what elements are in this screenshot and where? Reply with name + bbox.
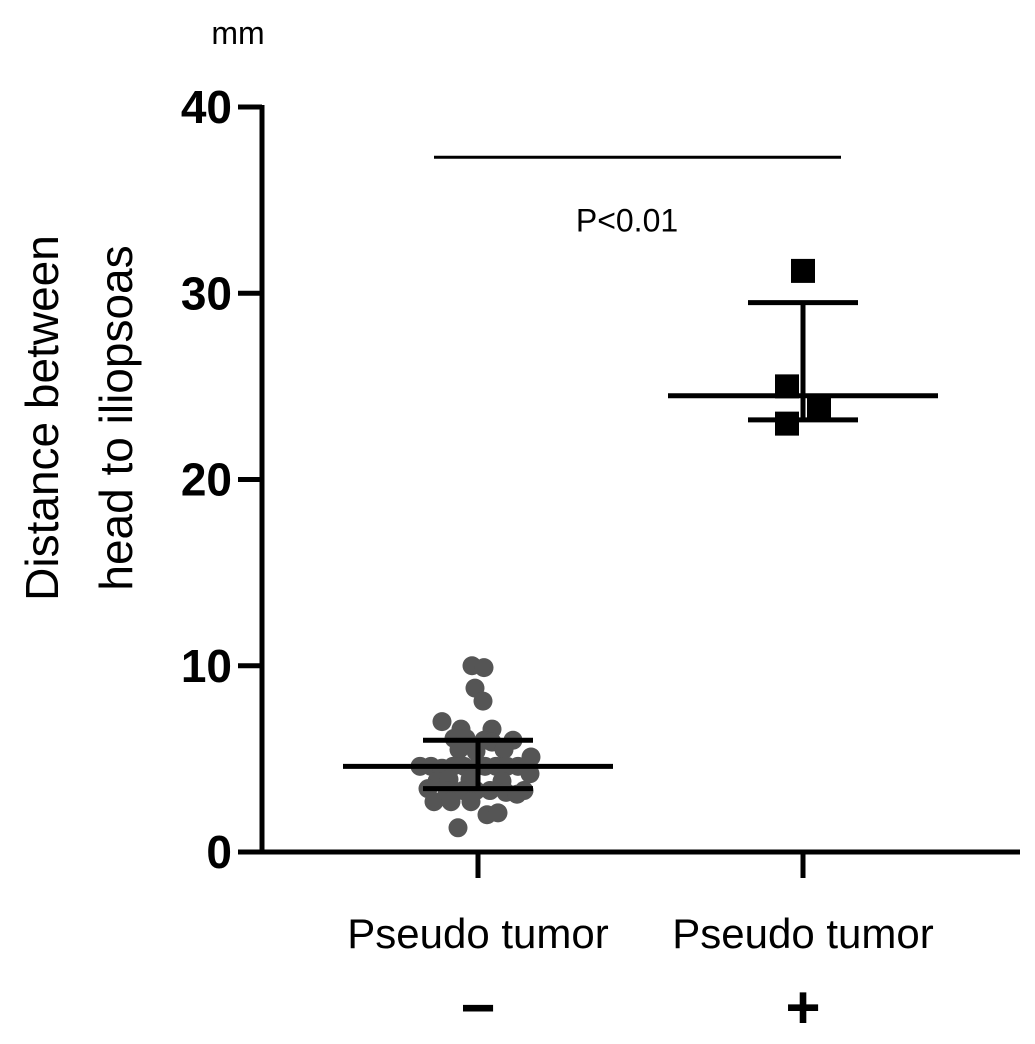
data-point-circle — [432, 712, 452, 732]
y-unit-label: mm — [211, 15, 264, 51]
x-category-sign: + — [785, 974, 820, 1039]
y-axis-title-line-2: head to iliopsoas — [90, 245, 142, 590]
y-tick-label: 10 — [181, 640, 232, 692]
data-marks — [343, 258, 938, 838]
data-point-circle — [448, 818, 468, 838]
y-axis-title: Distance between head to iliopsoas — [16, 235, 142, 601]
y-tick-label: 40 — [181, 81, 232, 133]
data-point-circle — [424, 792, 444, 812]
annotations: P<0.01 — [434, 155, 841, 238]
data-point-circle — [520, 764, 540, 784]
y-tick-label: 20 — [181, 454, 232, 506]
data-point-square — [807, 396, 831, 421]
data-point-circle — [449, 740, 469, 760]
data-point-square — [791, 258, 815, 283]
y-tick-label: 0 — [206, 826, 232, 878]
data-point-square — [775, 411, 799, 436]
significance-label: P<0.01 — [576, 202, 678, 238]
data-point-circle — [473, 691, 493, 711]
x-category-label: Pseudo tumor — [347, 910, 608, 957]
y-axis-title-line-1: Distance between — [16, 235, 68, 601]
x-category-label: Pseudo tumor — [672, 910, 933, 957]
axes: 0 10 20 30 40 Pseudo tumor − Pseudo tumor + — [181, 81, 1020, 1041]
y-tick-label: 30 — [181, 267, 232, 319]
data-point-circle — [474, 658, 494, 678]
x-category-sign: − — [460, 974, 495, 1039]
data-point-circle — [461, 792, 481, 812]
data-point-circle — [441, 792, 461, 812]
data-point-circle — [494, 740, 514, 760]
data-point-circle — [488, 803, 508, 823]
